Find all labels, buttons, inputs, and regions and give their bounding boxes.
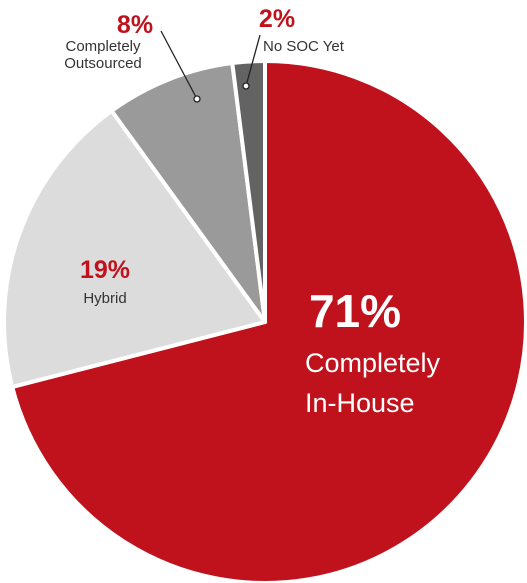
slice-label-line: Hybrid	[83, 290, 126, 307]
data-label-hybrid: 19%	[80, 256, 130, 284]
slice-label-completely-in-house: Completely In-House	[305, 348, 441, 418]
leader-dot-completely-outsourced	[193, 95, 201, 103]
slice-label-no-soc-yet: No SOC Yet	[263, 38, 345, 55]
pie-slice-completely-in-house	[10, 59, 527, 583]
leader-line-completely-outsourced	[160, 30, 198, 100]
leader-line-no-soc-yet	[245, 34, 261, 87]
slice-label-line: Completely	[305, 348, 441, 378]
slice-label-completely-outsourced: Completely Outsourced	[64, 38, 142, 72]
slice-label-line: No SOC Yet	[263, 38, 345, 55]
pie-slice-completely-outsourced	[109, 61, 267, 324]
pie-slice-hybrid	[2, 108, 267, 389]
slice-label-line: Outsourced	[64, 55, 142, 72]
slice-label-hybrid: Hybrid	[83, 290, 126, 307]
data-label-no-soc-yet: 2%	[259, 5, 295, 33]
slice-label-line: In-House	[305, 388, 415, 418]
data-label-completely-in-house: 71%	[309, 285, 401, 337]
pie-slice-no-soc-yet	[230, 59, 267, 324]
slice-label-line: Completely	[65, 38, 141, 55]
leader-dot-no-soc-yet	[242, 82, 250, 90]
data-label-completely-outsourced: 8%	[117, 11, 153, 39]
